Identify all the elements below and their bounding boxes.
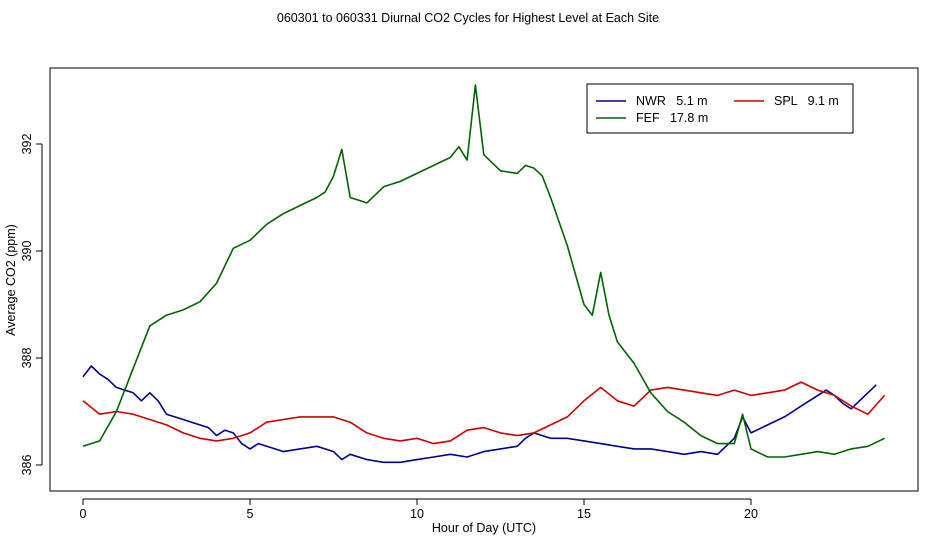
series-line-0 (82, 365, 877, 464)
y-axis: 386 388 390 392 (20, 134, 43, 476)
x-tick-label: 0 (80, 507, 87, 521)
plot-frame (49, 67, 919, 492)
chart-title: 060301 to 060331 Diurnal CO2 Cycles for … (277, 11, 659, 25)
series-line-1 (82, 381, 886, 445)
y-axis-label: Average CO2 (ppm) (4, 224, 18, 336)
series-line-2 (82, 84, 885, 458)
x-axis-label: Hour of Day (UTC) (432, 521, 536, 535)
x-tick-label: 20 (744, 507, 758, 521)
y-tick-label: 390 (20, 241, 34, 262)
legend-label-1: SPL 9.1 m (774, 94, 839, 108)
y-tick-label: 386 (20, 455, 34, 476)
x-tick-label: 5 (247, 507, 254, 521)
x-tick-label: 10 (410, 507, 424, 521)
legend-label-2: FEF 17.8 m (636, 111, 708, 125)
legend-box (586, 83, 854, 134)
y-tick-label: 392 (20, 134, 34, 155)
series-layer (82, 84, 886, 464)
x-axis: 0 5 10 15 20 (80, 498, 758, 521)
legend-label-0: NWR 5.1 m (636, 94, 708, 108)
legend: NWR 5.1 m SPL 9.1 m FEF 17.8 m (586, 83, 854, 134)
x-tick-label: 15 (577, 507, 591, 521)
y-tick-label: 388 (20, 348, 34, 369)
